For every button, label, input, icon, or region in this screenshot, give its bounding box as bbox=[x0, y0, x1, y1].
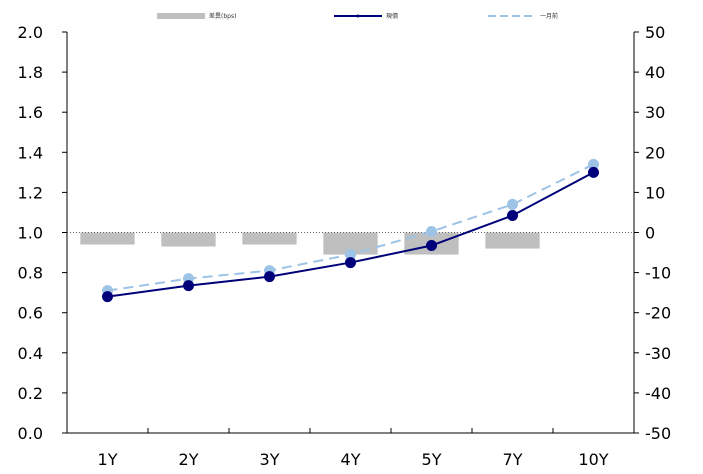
labels-layer: 0.0 0.2 0.4 0.6 0.8 1.0 1.2 1.4 1.6 1.8 2.0 -50 -40 -… bbox=[18, 23, 672, 469]
right-tick-label: -20 bbox=[645, 304, 671, 323]
x-tick-label-7y: 7Y bbox=[503, 450, 523, 469]
legend-marker-current bbox=[356, 14, 360, 18]
legend-label-month-ago: 一月前 bbox=[540, 12, 558, 20]
left-tick-label: 1.4 bbox=[18, 143, 43, 162]
current-price-point-3y bbox=[264, 271, 275, 283]
left-tick-label: 2.0 bbox=[18, 23, 43, 42]
right-tick-label: -50 bbox=[645, 424, 671, 443]
legend: 差異(bps) 現價 一月前 bbox=[157, 12, 558, 20]
bar-4y bbox=[323, 232, 378, 255]
month-ago-point-4y bbox=[345, 249, 356, 261]
bars-layer bbox=[80, 232, 540, 255]
left-tick-label: 0.8 bbox=[18, 264, 43, 283]
month-ago-point-7y bbox=[507, 198, 518, 210]
x-tick-label-5y: 5Y bbox=[422, 450, 442, 469]
right-tick-label: -40 bbox=[645, 384, 671, 403]
bar-2y bbox=[161, 232, 216, 247]
x-tick-label-4y: 4Y bbox=[341, 450, 361, 469]
legend-label-current: 現價 bbox=[386, 12, 398, 20]
right-tick-label: 40 bbox=[645, 63, 665, 82]
right-tick-label: -30 bbox=[645, 344, 671, 363]
current-price-point-4y bbox=[345, 257, 356, 269]
x-tick-label-2y: 2Y bbox=[179, 450, 199, 469]
right-tick-label: 20 bbox=[645, 143, 665, 162]
right-tick-label: -10 bbox=[645, 264, 671, 283]
right-tick-label: 10 bbox=[645, 183, 665, 202]
right-tick-label: 0 bbox=[645, 224, 655, 243]
left-tick-label: 0.2 bbox=[18, 384, 43, 403]
bar-7y bbox=[485, 232, 540, 249]
current-price-point-1y bbox=[102, 291, 113, 303]
bar-1y bbox=[80, 232, 135, 245]
bar-3y bbox=[242, 232, 297, 245]
current-price-point-10y bbox=[588, 166, 599, 178]
left-tick-label: 0.0 bbox=[18, 424, 43, 443]
month-ago-point-5y bbox=[426, 225, 437, 237]
x-tick-label-1y: 1Y bbox=[98, 450, 118, 469]
month-ago-line bbox=[107, 163, 594, 292]
lines-layer bbox=[102, 158, 599, 303]
left-tick-label: 1.6 bbox=[18, 103, 43, 122]
right-tick-label: 50 bbox=[645, 23, 665, 42]
left-tick-label: 0.4 bbox=[18, 344, 43, 363]
left-tick-label: 1.8 bbox=[18, 63, 43, 82]
x-tick-label-3y: 3Y bbox=[260, 450, 280, 469]
left-tick-label: 1.2 bbox=[18, 183, 43, 202]
x-tick-label-10y: 10Y bbox=[578, 450, 608, 469]
left-tick-label: 1.0 bbox=[18, 224, 43, 243]
legend-label-diff: 差異(bps) bbox=[209, 12, 236, 20]
month-ago-point-10y bbox=[588, 158, 599, 170]
left-tick-label: 0.6 bbox=[18, 304, 43, 323]
right-tick-label: 30 bbox=[645, 103, 665, 122]
current-price-point-5y bbox=[426, 240, 437, 252]
current-price-point-7y bbox=[507, 209, 518, 221]
legend-swatch-diff bbox=[157, 13, 205, 19]
axes-layer bbox=[62, 31, 639, 434]
current-price-point-2y bbox=[183, 280, 194, 292]
